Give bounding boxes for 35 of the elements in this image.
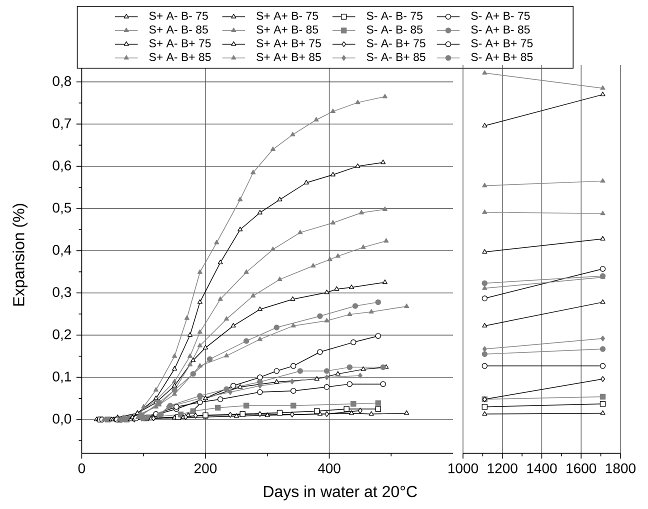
legend-label: S+ A- B+ 75 <box>149 39 211 48</box>
legend-label: S- A+ B- 85 <box>471 25 530 34</box>
x-tick-label: 200 <box>194 463 217 474</box>
x-tick-label: 1200 <box>488 463 518 474</box>
x-tick-label: 1800 <box>606 463 636 474</box>
legend-label: S+ A+ B+ 85 <box>256 52 321 62</box>
y-tick-label: 0,4 <box>52 244 72 256</box>
x-axis-title: Days in water at 20°C <box>264 485 417 500</box>
y-tick-label: 0,0 <box>52 414 72 426</box>
legend-label: S- A- B- 85 <box>366 25 422 34</box>
legend-label: S- A- B+ 75 <box>366 39 426 48</box>
legend-label: S- A+ B+ 85 <box>471 52 533 62</box>
y-tick-label: 0,1 <box>52 372 71 384</box>
legend-label: S- A+ B- 75 <box>471 12 530 20</box>
legend-label: S+ A- B- 85 <box>149 25 208 34</box>
legend-label: S- A+ B+ 75 <box>471 39 533 48</box>
legend-label: S+ A- B- 75 <box>149 12 208 20</box>
legend-label: S+ A+ B- 85 <box>256 25 318 34</box>
y-tick-label: 0,3 <box>52 287 72 299</box>
legend-label: S- A- B- 75 <box>366 12 422 20</box>
y-axis-title: Expansion (%) <box>12 204 28 306</box>
x-tick-label: 1000 <box>448 463 478 474</box>
y-tick-label: 0,8 <box>52 76 72 88</box>
x-tick-label: 0 <box>78 463 86 474</box>
legend-label: S+ A+ B- 75 <box>256 12 318 20</box>
y-tick-label: 0,2 <box>52 329 71 341</box>
y-tick-label: 0,6 <box>52 160 72 172</box>
legend-label: S+ A- B+ 85 <box>149 52 211 62</box>
x-tick-label: 1400 <box>527 463 557 474</box>
x-tick-label: 1600 <box>566 463 596 474</box>
legend-label: S- A- B+ 85 <box>366 52 426 62</box>
y-tick-label: 0,7 <box>52 118 71 130</box>
x-tick-label: 400 <box>318 463 340 474</box>
y-tick-label: 0,5 <box>52 202 72 214</box>
legend-label: S+ A+ B+ 75 <box>256 39 321 48</box>
